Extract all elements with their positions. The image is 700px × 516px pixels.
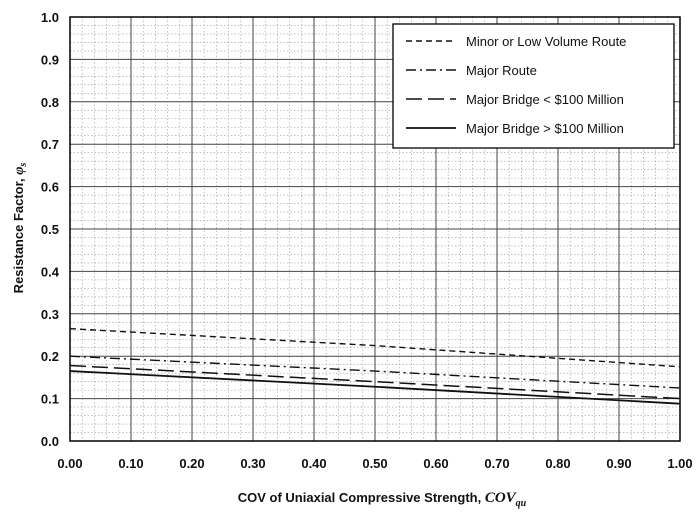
y-tick-label: 0.8 — [41, 95, 59, 110]
series-line-1 — [69, 327, 681, 368]
x-tick-label: 0.80 — [545, 456, 570, 471]
series-line-4 — [69, 370, 681, 405]
y-tick-label: 0.0 — [41, 434, 59, 449]
y-tick-label: 0.7 — [41, 137, 59, 152]
legend-label: Major Route — [466, 63, 537, 78]
legend-label: Minor or Low Volume Route — [466, 34, 626, 49]
y-axis-tick-labels: 0.0 0.1 0.2 0.3 0.4 0.5 0.6 0.7 0.8 0.9 1.0 — [41, 10, 60, 449]
series-lines — [69, 327, 681, 405]
y-tick-label: 0.5 — [41, 222, 59, 237]
legend: Minor or Low Volume Route Major Route Majo… — [392, 23, 675, 149]
y-tick-label: 0.2 — [41, 349, 59, 364]
x-tick-label: 1.00 — [667, 456, 692, 471]
y-tick-label: 0.6 — [41, 180, 59, 195]
y-axis-label: Resistance Factor, φs — [11, 163, 29, 294]
x-axis-label: COV of Uniaxial Compressive Strength, CO… — [238, 490, 527, 509]
y-tick-label: 0.9 — [41, 52, 59, 67]
x-tick-label: 0.70 — [484, 456, 509, 471]
y-tick-label: 0.1 — [41, 392, 59, 407]
y-tick-label: 1.0 — [41, 10, 59, 25]
x-axis-tick-labels: 0.00 0.10 0.20 0.30 0.40 0.50 0.60 0.70 0.80 0.90… — [57, 456, 692, 471]
x-tick-label: 0.10 — [118, 456, 143, 471]
y-tick-label: 0.3 — [41, 307, 59, 322]
x-tick-label: 0.30 — [240, 456, 265, 471]
series-line-3 — [69, 364, 681, 400]
legend-label: Major Bridge < $100 Million — [466, 92, 624, 107]
x-tick-label: 0.00 — [57, 456, 82, 471]
x-tick-label: 0.20 — [179, 456, 204, 471]
x-tick-label: 0.60 — [423, 456, 448, 471]
x-tick-label: 0.90 — [606, 456, 631, 471]
legend-label: Major Bridge > $100 Million — [466, 121, 624, 136]
x-tick-label: 0.50 — [362, 456, 387, 471]
plot-area-frame — [69, 16, 681, 442]
y-tick-label: 0.4 — [41, 264, 60, 279]
x-tick-label: 0.40 — [301, 456, 326, 471]
series-line-2 — [69, 355, 681, 389]
